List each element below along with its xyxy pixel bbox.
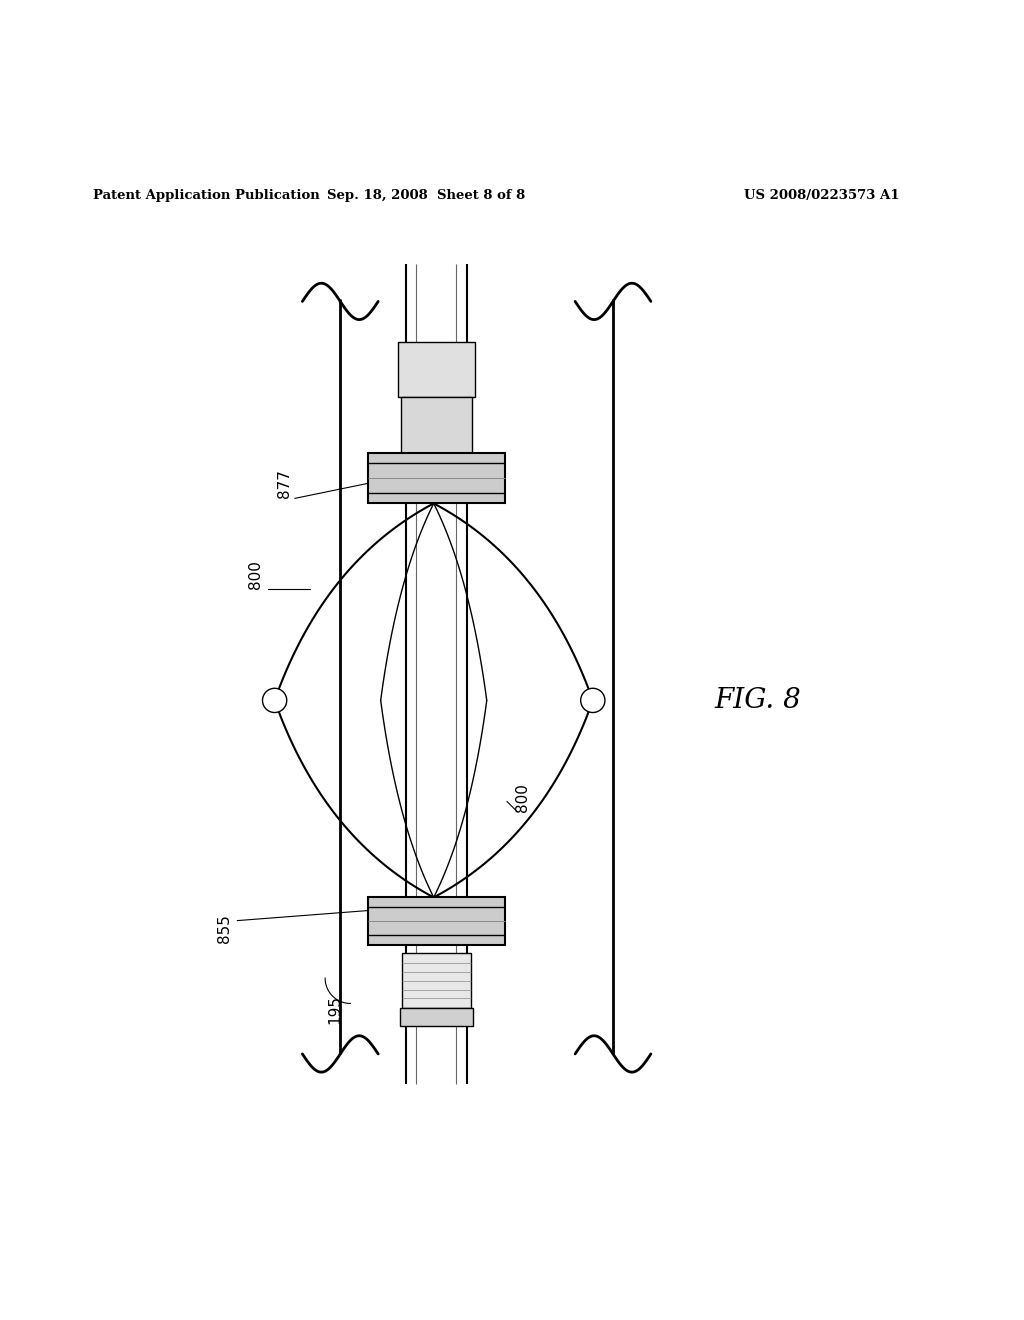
Text: US 2008/0223573 A1: US 2008/0223573 A1 — [744, 189, 900, 202]
Bar — [400, 1008, 473, 1026]
Text: Patent Application Publication: Patent Application Publication — [93, 189, 319, 202]
Circle shape — [262, 688, 287, 713]
Bar — [400, 397, 472, 453]
Text: 855: 855 — [217, 913, 231, 942]
Bar — [368, 453, 505, 503]
Text: FIG. 8: FIG. 8 — [714, 686, 801, 714]
Bar — [368, 898, 505, 945]
Circle shape — [581, 688, 605, 713]
Text: 800: 800 — [515, 783, 529, 812]
Bar — [401, 953, 471, 1008]
Bar — [398, 342, 475, 397]
Text: 800: 800 — [248, 561, 263, 589]
Text: Sep. 18, 2008  Sheet 8 of 8: Sep. 18, 2008 Sheet 8 of 8 — [327, 189, 525, 202]
Text: 877: 877 — [278, 470, 292, 499]
Text: 195: 195 — [328, 995, 343, 1023]
